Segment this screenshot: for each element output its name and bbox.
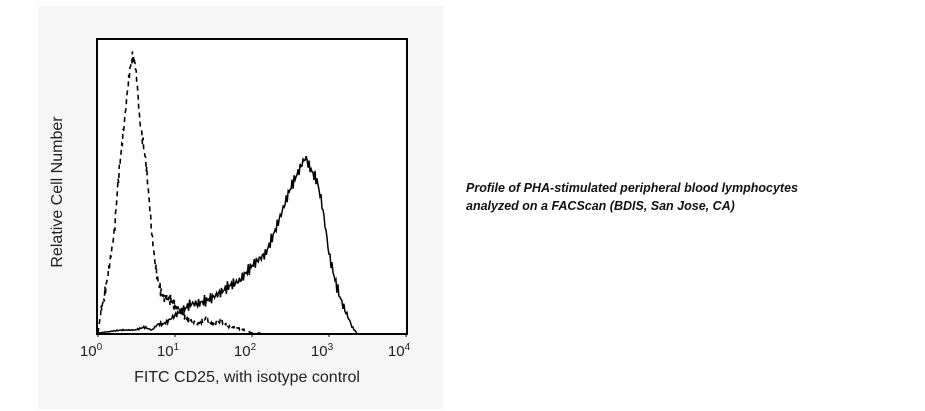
x-tick-label: 104 [388,342,411,360]
plot-frame [96,38,408,335]
x-tick-label: 103 [311,342,334,360]
histogram-chart: 100 101 102 103 104 FITC CD25, with isotype … [49,38,411,386]
isotype-control-histogram-line [97,51,261,334]
x-tick-label: 102 [234,342,257,360]
x-tick-layer: 100 101 102 103 104 [80,333,411,360]
x-tick-label: 100 [80,342,103,360]
x-tick-label: 101 [157,342,180,360]
y-axis-title: Relative Cell Number [49,116,66,268]
cd25-histogram-line [97,155,358,334]
x-axis-title: FITC CD25, with isotype control [134,369,360,386]
figure-panel: 100 101 102 103 104 FITC CD25, with isotype … [38,6,443,409]
figure-caption: Profile of PHA-stimulated peripheral blo… [466,181,798,213]
series-layer [97,51,358,334]
